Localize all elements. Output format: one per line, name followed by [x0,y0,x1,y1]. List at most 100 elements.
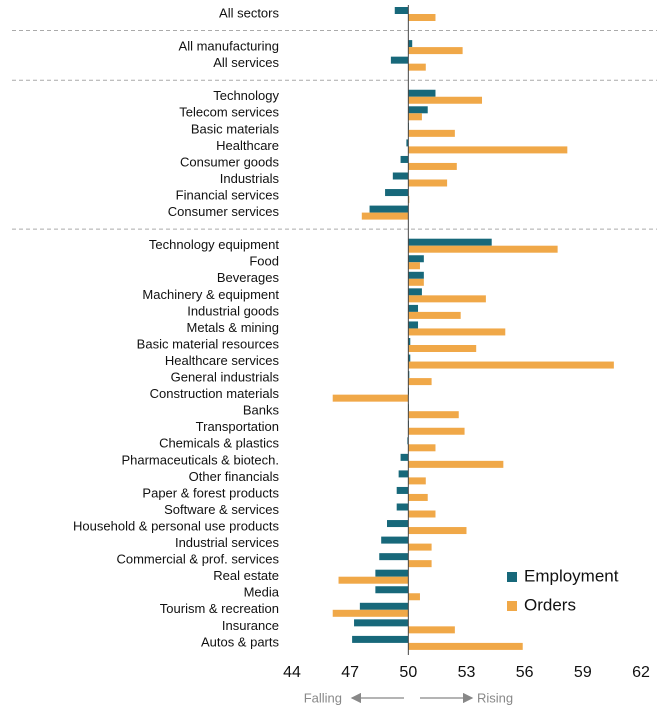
category-label: Industrial goods [187,303,279,318]
bar [408,444,436,452]
bar [332,609,409,617]
category-label: Industrial services [175,535,280,550]
bar [352,635,409,643]
bar [408,527,467,535]
category-label: Real estate [213,568,279,583]
bar [408,245,558,253]
category-label: Basic material resources [137,336,280,351]
x-tick-label: 44 [283,664,301,681]
bar [361,212,409,220]
bar [408,96,483,104]
bar [408,278,424,286]
bar [408,162,457,170]
bar [408,238,492,246]
bar [408,493,428,501]
category-label: Technology equipment [149,237,279,252]
bar [408,40,413,48]
bar [408,113,422,121]
falling-label: Falling [304,690,342,705]
category-label: Beverages [217,270,280,285]
legend-swatch [507,601,517,611]
bar [398,470,409,478]
category-label: Tourism & recreation [160,601,279,616]
category-label: Consumer goods [180,154,279,169]
category-label: Commercial & prof. services [116,552,279,567]
x-tick-label: 53 [458,664,476,681]
bar [408,543,432,551]
bar [408,361,614,369]
category-label: Healthcare [216,138,279,153]
bar [338,576,409,584]
bar [408,262,420,270]
bar [408,593,420,601]
category-label: All services [213,55,279,70]
bar [387,520,409,528]
category-label: Food [249,254,279,269]
legend-swatch [507,572,517,582]
bar [408,345,477,352]
bar [408,411,459,419]
category-label: Paper & forest products [142,485,279,500]
bar [381,536,409,544]
category-label: Insurance [222,618,279,633]
bar [408,295,486,303]
bar [408,427,465,435]
bar [375,569,409,577]
bar [408,47,463,55]
x-tick-label: 62 [632,664,650,681]
bar [408,626,455,634]
bar [396,503,409,511]
category-label: Consumer services [168,204,280,219]
bar [359,602,409,610]
bar [408,288,422,296]
category-label: Software & services [164,502,279,517]
category-label: Pharmaceuticals & biotech. [121,452,279,467]
bar [408,14,436,21]
category-label: General industrials [171,370,280,385]
bar [408,146,568,154]
rising-label: Rising [477,690,513,705]
x-tick-label: 50 [399,664,417,681]
bar [379,553,409,561]
x-tick-label: 56 [516,664,534,681]
category-label: All manufacturing [179,39,279,54]
bar [408,129,455,137]
bar [369,205,409,213]
bar [354,619,409,627]
bar [408,510,436,518]
category-label: Transportation [196,419,279,434]
bar [396,486,409,494]
bar [408,304,419,312]
category-label: All sectors [219,5,279,20]
bar [406,139,409,147]
bar [408,311,461,319]
bar [408,63,426,71]
bar [408,321,419,329]
category-label: Industrials [220,171,280,186]
bar [392,172,409,180]
category-label: Financial services [176,187,280,202]
x-tick-label: 47 [341,664,359,681]
bar [390,56,409,64]
bar [408,271,424,279]
bar [400,155,409,163]
legend-label: Employment [524,566,619,585]
category-label: Household & personal use products [73,518,279,533]
category-label: Construction materials [150,386,280,401]
category-label: Machinery & equipment [142,287,279,302]
bar [408,378,432,386]
x-tick-label: 59 [574,664,592,681]
bar [408,477,426,485]
bar [394,7,409,14]
bar [400,453,409,461]
category-label: Telecom services [179,105,279,120]
category-label: Banks [243,403,280,418]
category-label: Media [244,585,280,600]
bar [332,394,409,402]
bar [408,328,506,336]
category-label: Other financials [189,469,280,484]
bar [408,106,428,114]
bar [408,460,504,468]
bar [408,255,424,263]
